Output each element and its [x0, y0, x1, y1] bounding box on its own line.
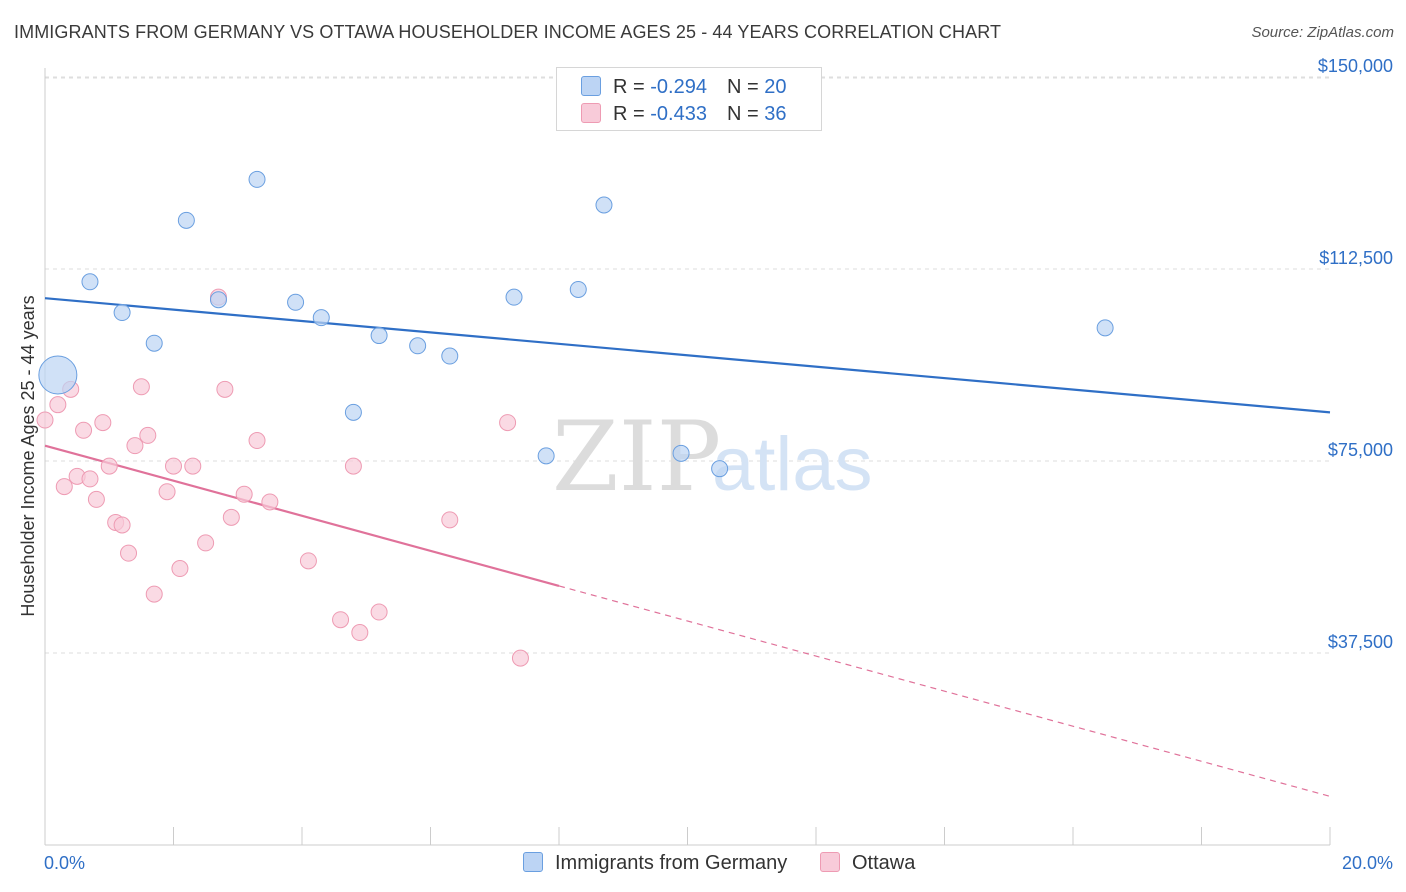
point-ottawa — [511, 649, 529, 667]
y-tick-label: $37,500 — [1328, 632, 1393, 652]
point-germany — [711, 460, 729, 478]
point-germany — [672, 444, 690, 462]
trend-lines — [44, 297, 1331, 797]
point-ottawa — [126, 437, 144, 455]
point-ottawa — [216, 380, 234, 398]
legend-label-ottawa: Ottawa — [852, 852, 916, 874]
x-tick-label: 20.0% — [1342, 853, 1393, 873]
legend-swatch-ottawa — [820, 852, 840, 872]
watermark-zip: ZIP — [552, 401, 721, 513]
axes — [44, 68, 1331, 846]
point-germany — [441, 347, 459, 365]
point-ottawa — [132, 378, 150, 396]
point-germany — [505, 288, 523, 306]
point-germany — [38, 355, 78, 395]
point-ottawa — [75, 421, 93, 439]
point-ottawa — [49, 396, 67, 414]
point-ottawa — [499, 414, 517, 432]
point-ottawa — [261, 493, 279, 511]
legend-item-germany[interactable]: Immigrants from Germany — [523, 852, 787, 875]
point-germany — [409, 337, 427, 355]
point-ottawa — [235, 485, 253, 503]
trend-line-ottawa — [44, 444, 560, 587]
point-ottawa — [248, 432, 266, 450]
r-value: -0.294 — [650, 76, 707, 98]
point-ottawa — [171, 560, 189, 578]
point-ottawa — [197, 534, 215, 552]
chart-title: IMMIGRANTS FROM GERMANY VS OTTAWA HOUSEH… — [14, 22, 1002, 42]
point-germany — [344, 403, 362, 421]
grid-lines — [45, 76, 1330, 654]
point-ottawa — [370, 603, 388, 621]
point-germany — [1096, 319, 1114, 337]
watermark-atlas: atlas — [712, 422, 873, 507]
point-germany — [209, 291, 227, 309]
r-value: -0.433 — [650, 103, 707, 125]
stats-legend: R = -0.294 N = 20 R = -0.433 N = 36 — [556, 67, 822, 131]
n-label: N = — [726, 103, 765, 125]
point-germany — [248, 170, 266, 188]
point-germany — [177, 211, 195, 229]
stats-row-ottawa: R = -0.433 N = 36 — [581, 103, 786, 126]
point-germany — [569, 280, 587, 298]
point-germany — [595, 196, 613, 214]
point-ottawa — [36, 411, 54, 429]
tick-labels: $150,000 $112,500 $75,000 $37,500 0.0% 20.0% H… — [18, 56, 1393, 873]
trend-line-germany — [44, 297, 1331, 414]
point-ottawa — [139, 426, 157, 444]
point-ottawa — [158, 483, 176, 501]
point-ottawa — [120, 544, 138, 562]
x-tick-label: 0.0% — [44, 853, 85, 873]
point-ottawa — [165, 457, 182, 475]
point-ottawa — [81, 470, 99, 488]
swatch-germany — [581, 76, 601, 96]
point-ottawa — [94, 414, 112, 432]
point-ottawa — [344, 457, 362, 475]
point-ottawa — [113, 516, 131, 534]
point-ottawa — [87, 490, 105, 508]
point-ottawa — [332, 611, 350, 629]
point-ottawa — [299, 552, 317, 570]
watermark: ZIP atlas — [552, 401, 873, 513]
point-germany — [287, 293, 305, 311]
n-value: 20 — [764, 76, 787, 98]
y-tick-label: $150,000 — [1318, 56, 1393, 76]
point-germany — [537, 447, 555, 465]
point-ottawa — [441, 511, 459, 529]
point-ottawa — [184, 457, 202, 475]
point-ottawa — [222, 508, 240, 526]
point-ottawa — [100, 457, 118, 475]
point-germany — [145, 334, 163, 352]
legend-label-germany: Immigrants from Germany — [555, 852, 788, 874]
point-germany — [370, 327, 388, 345]
y-axis-title: Householder Income Ages 25 - 44 years — [18, 295, 38, 616]
source-label: Source: ZipAtlas.com — [1251, 24, 1394, 41]
stats-row-germany: R = -0.294 N = 20 — [581, 76, 786, 99]
trend-line-ottawa-extension — [558, 585, 1331, 797]
y-tick-label: $75,000 — [1328, 440, 1393, 460]
point-germany — [113, 304, 131, 322]
y-tick-label: $112,500 — [1319, 248, 1393, 268]
n-value: 36 — [764, 103, 787, 125]
r-label: R = — [613, 76, 651, 98]
legend-swatch-germany — [523, 852, 543, 872]
n-label: N = — [726, 76, 765, 98]
legend-item-ottawa[interactable]: Ottawa — [820, 852, 915, 875]
data-points — [36, 170, 1114, 667]
r-label: R = — [613, 103, 651, 125]
point-ottawa — [145, 585, 163, 603]
point-germany — [81, 273, 99, 291]
point-ottawa — [55, 478, 73, 496]
swatch-ottawa — [581, 103, 601, 123]
point-ottawa — [351, 624, 369, 642]
point-germany — [312, 309, 330, 327]
